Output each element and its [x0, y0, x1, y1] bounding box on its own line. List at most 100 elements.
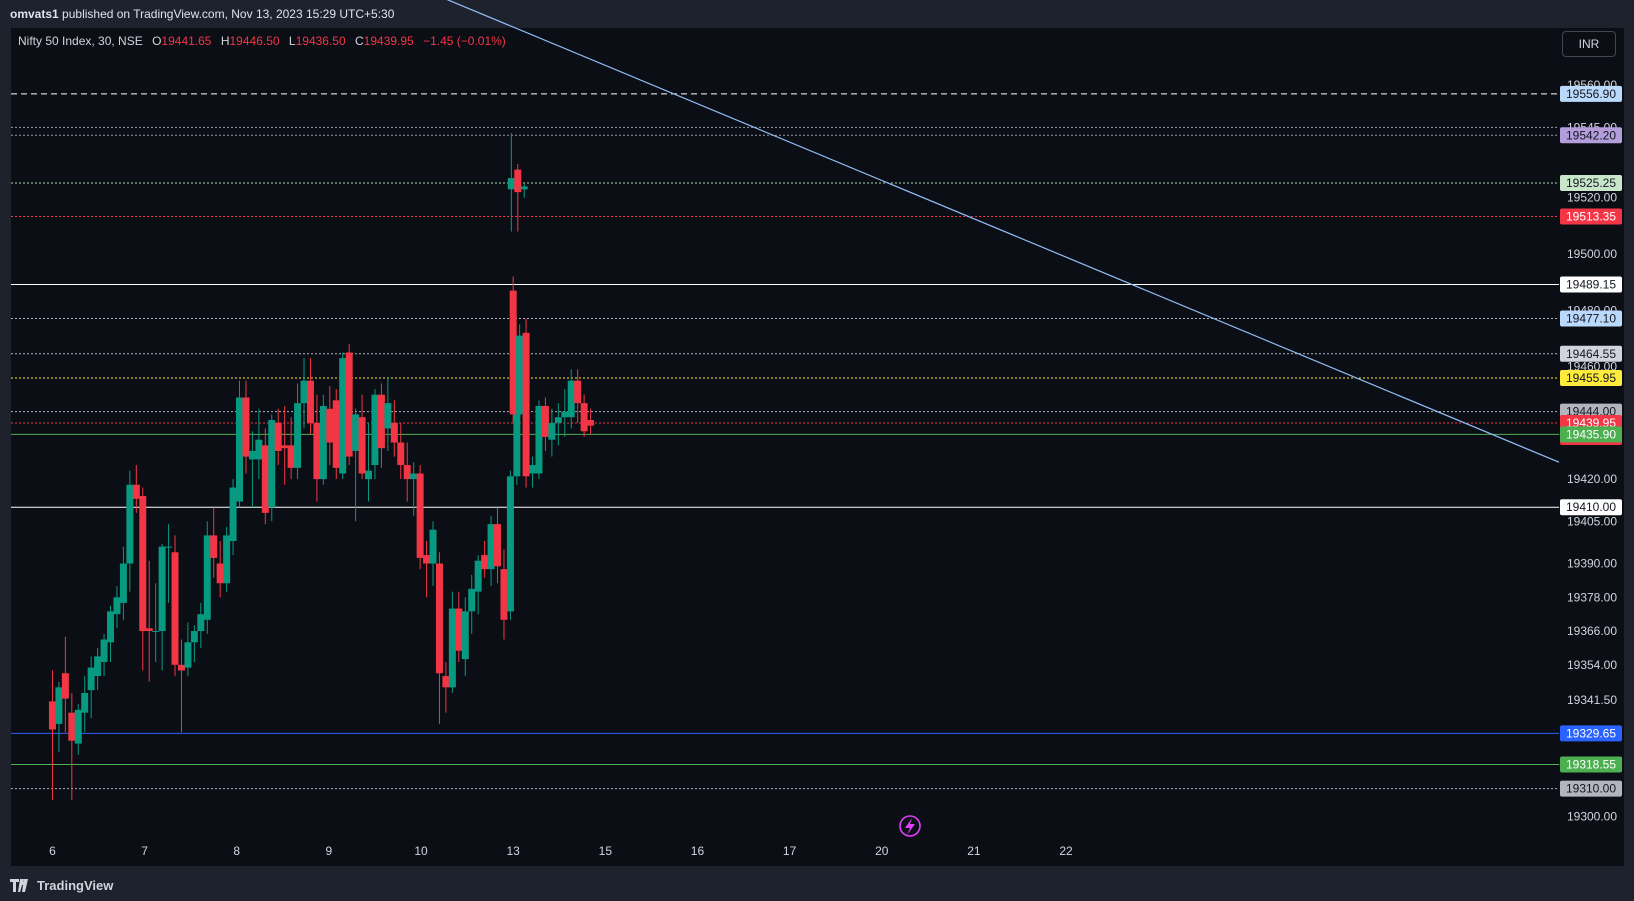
candle-80[interactable] — [535, 400, 543, 480]
candle-20[interactable] — [177, 639, 185, 733]
candle-50[interactable] — [371, 389, 379, 480]
price-badge-5[interactable]: 19489.15 — [1560, 276, 1622, 293]
trendline[interactable] — [200, 0, 1560, 463]
candle-36[interactable] — [281, 405, 289, 485]
candle-15[interactable] — [145, 560, 153, 682]
candle-68[interactable] — [487, 515, 495, 587]
price-badge-12[interactable]: 19410.00 — [1560, 499, 1622, 516]
candle-73[interactable] — [507, 133, 515, 232]
candle-35[interactable] — [274, 408, 282, 466]
candle-70[interactable] — [500, 549, 508, 640]
candle-42[interactable] — [319, 394, 327, 485]
candle-65[interactable] — [468, 574, 476, 634]
candle-8[interactable] — [100, 633, 108, 677]
candle-54[interactable] — [397, 422, 405, 480]
price-badge-0[interactable]: 19556.90 — [1560, 85, 1622, 102]
price-badge-11[interactable]: 19435.90 — [1560, 426, 1622, 443]
candle-27[interactable] — [223, 526, 231, 592]
candle-58[interactable] — [423, 541, 431, 598]
currency-button[interactable]: INR — [1562, 31, 1616, 57]
candle-30[interactable] — [242, 380, 250, 474]
candle-2[interactable] — [61, 636, 69, 733]
candle-79[interactable] — [529, 456, 537, 488]
candle-12[interactable] — [126, 470, 134, 592]
candle-28[interactable] — [229, 479, 237, 556]
candle-60[interactable] — [435, 552, 443, 724]
candle-0[interactable] — [48, 670, 56, 800]
candle-41[interactable] — [313, 394, 321, 502]
candle-37[interactable] — [287, 417, 295, 480]
candle-1[interactable] — [55, 681, 63, 753]
candle-67[interactable] — [481, 541, 489, 578]
candle-21[interactable] — [184, 622, 192, 677]
candle-14[interactable] — [139, 487, 147, 671]
candle-82[interactable] — [548, 408, 556, 457]
candle-81[interactable] — [541, 397, 549, 451]
candle-75[interactable] — [520, 183, 528, 198]
candle-43[interactable] — [326, 386, 334, 466]
candle-77[interactable] — [516, 324, 524, 421]
candle-23[interactable] — [197, 602, 205, 648]
candle-3[interactable] — [68, 692, 76, 800]
price-badge-4[interactable]: 19513.35 — [1560, 208, 1622, 225]
candle-45[interactable] — [339, 352, 347, 480]
candle-78[interactable] — [522, 318, 530, 488]
price-badge-14[interactable]: 19318.55 — [1560, 756, 1622, 773]
candle-33[interactable] — [261, 428, 269, 525]
candle-25[interactable] — [210, 507, 218, 578]
price-badge-3[interactable]: 19525.25 — [1560, 174, 1622, 191]
candle-57[interactable] — [416, 465, 424, 570]
lightning-icon[interactable] — [899, 815, 921, 837]
candle-38[interactable] — [294, 383, 302, 480]
candle-39[interactable] — [300, 358, 308, 429]
candle-31[interactable] — [248, 431, 256, 508]
candle-71[interactable] — [506, 470, 514, 620]
candle-26[interactable] — [216, 541, 224, 598]
candle-13[interactable] — [132, 465, 140, 513]
candle-11[interactable] — [119, 546, 127, 620]
candle-87[interactable] — [580, 394, 588, 437]
tradingview-brand[interactable]: TradingView — [10, 878, 113, 893]
candle-48[interactable] — [358, 394, 366, 480]
candle-61[interactable] — [442, 661, 450, 713]
candle-16[interactable] — [152, 583, 160, 662]
candle-9[interactable] — [107, 605, 115, 662]
candle-44[interactable] — [332, 389, 340, 480]
candle-22[interactable] — [190, 625, 198, 662]
price-badge-13[interactable]: 19329.65 — [1560, 725, 1622, 742]
candle-40[interactable] — [306, 358, 314, 435]
candle-29[interactable] — [236, 380, 244, 508]
candle-63[interactable] — [455, 591, 463, 662]
candle-51[interactable] — [377, 383, 385, 468]
candle-74[interactable] — [514, 163, 522, 232]
candle-69[interactable] — [494, 507, 502, 584]
candle-6[interactable] — [87, 656, 95, 719]
candle-88[interactable] — [587, 408, 595, 435]
candle-86[interactable] — [574, 369, 582, 423]
candle-5[interactable] — [81, 676, 89, 733]
candle-55[interactable] — [403, 442, 411, 502]
candle-59[interactable] — [429, 521, 437, 587]
candle-4[interactable] — [74, 704, 82, 755]
candle-83[interactable] — [554, 403, 562, 446]
candle-47[interactable] — [352, 408, 360, 522]
candle-53[interactable] — [390, 400, 398, 457]
candle-17[interactable] — [158, 543, 166, 671]
candle-85[interactable] — [567, 369, 575, 429]
candle-52[interactable] — [384, 377, 392, 451]
price-badge-8[interactable]: 19455.95 — [1560, 369, 1622, 386]
candle-10[interactable] — [113, 586, 121, 629]
price-badge-6[interactable]: 19477.10 — [1560, 310, 1622, 327]
candle-62[interactable] — [448, 591, 456, 693]
candle-24[interactable] — [203, 521, 211, 634]
candle-56[interactable] — [410, 462, 418, 516]
candle-84[interactable] — [561, 389, 569, 437]
price-badge-15[interactable]: 19310.00 — [1560, 780, 1622, 797]
candle-49[interactable] — [365, 422, 373, 502]
price-badge-7[interactable]: 19464.55 — [1560, 345, 1622, 362]
price-badge-2[interactable]: 19542.20 — [1560, 127, 1622, 144]
candle-76[interactable] — [509, 276, 517, 423]
candle-32[interactable] — [255, 408, 263, 480]
candle-46[interactable] — [345, 344, 353, 466]
